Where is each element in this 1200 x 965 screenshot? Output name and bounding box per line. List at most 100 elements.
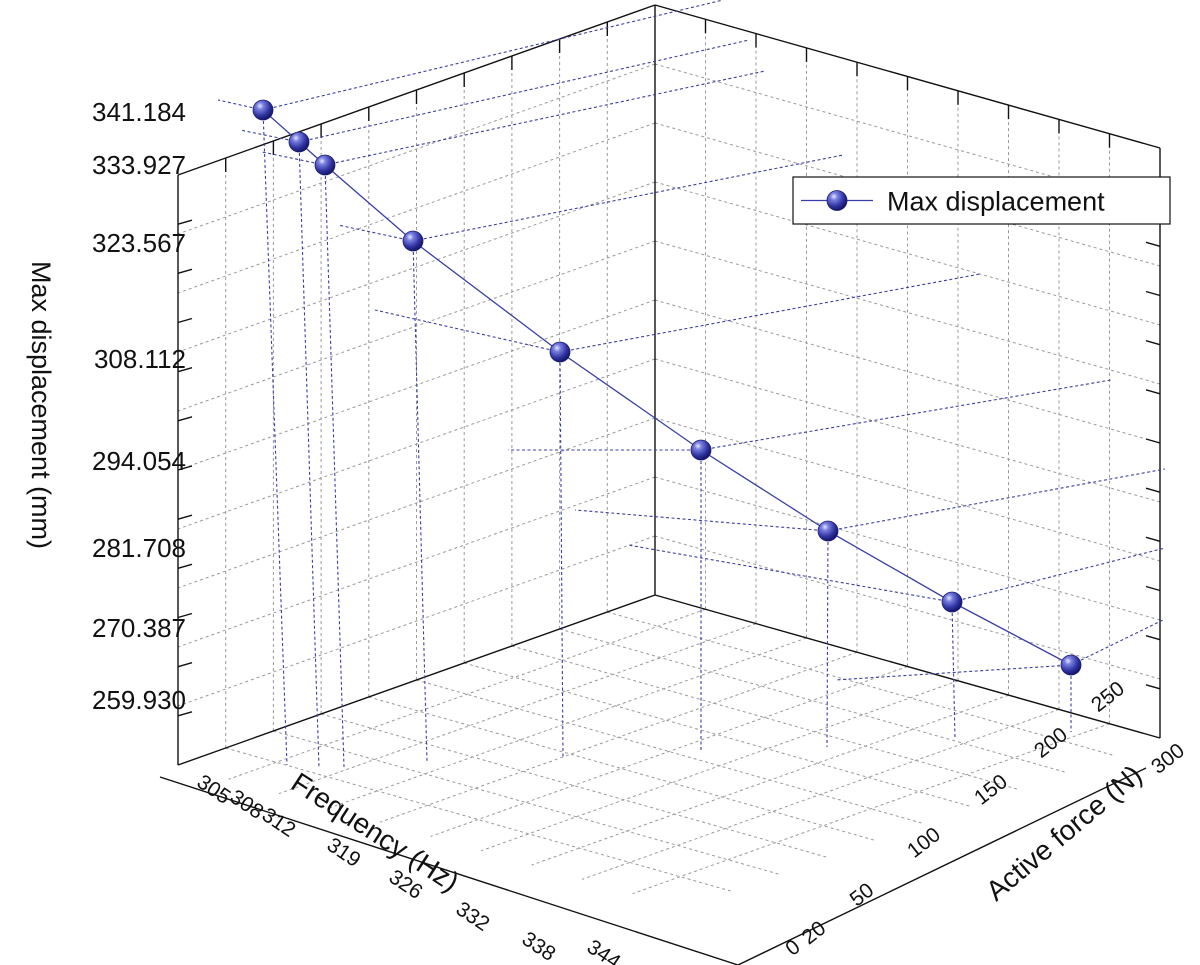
data-point xyxy=(817,520,839,542)
force-tick-label: 150 xyxy=(970,770,1012,810)
drop-line-right-wall xyxy=(951,547,1166,603)
data-point xyxy=(549,341,571,363)
drop-line-vertical xyxy=(324,164,345,768)
data-point xyxy=(941,591,963,613)
force-tick-label: 20 xyxy=(798,917,831,950)
left-wall-grid-line xyxy=(177,476,656,648)
floor-grid-line xyxy=(368,696,874,841)
z-tick-mark xyxy=(177,416,193,422)
drop-line-right-wall xyxy=(559,273,981,353)
data-point xyxy=(690,439,712,461)
grid-layer xyxy=(177,19,1161,895)
floor-grid-line xyxy=(531,694,1009,866)
x-axis-title: Frequency (Hz) xyxy=(286,766,465,897)
left-wall-grid-line xyxy=(177,181,656,353)
drop-line-right-wall xyxy=(412,154,844,242)
z-tick-mark xyxy=(1145,438,1161,444)
z-axis-title: Max displacement (mm) xyxy=(26,261,56,549)
floor-grid-line xyxy=(430,666,908,837)
z-tick-mark xyxy=(177,219,193,225)
z-tick-mark xyxy=(1145,339,1161,346)
data-point xyxy=(252,99,274,121)
z-tick-mark xyxy=(177,563,193,570)
z-tick-mark xyxy=(177,465,193,471)
z-tick-label: 294.054 xyxy=(92,446,186,476)
z-tick-mark xyxy=(1145,536,1161,543)
z-tick-mark xyxy=(1145,487,1161,493)
z-tick-mark xyxy=(1145,389,1161,395)
floor-grid-line xyxy=(632,723,1110,895)
drop-line-vertical xyxy=(412,240,428,763)
frequency-tick-label: 344 xyxy=(583,935,625,965)
drop-line-right-wall xyxy=(262,0,724,111)
left-wall-grid-line xyxy=(177,240,656,412)
force-axis-line xyxy=(737,767,1147,965)
legend-label: Max displacement xyxy=(887,187,1105,217)
floor-grid-line xyxy=(464,662,970,807)
floor-grid-line xyxy=(559,628,1065,773)
drop-line-vertical xyxy=(951,601,956,740)
z-tick-mark xyxy=(177,366,193,373)
drop-line-vertical xyxy=(559,351,564,758)
drop-line-left-wall xyxy=(239,129,300,143)
z-tick-mark xyxy=(177,317,193,324)
tick-labels: 259.930 270.387 281.708 294.054 308.112 323.5… xyxy=(92,97,1189,965)
z-tick-mark xyxy=(1145,290,1161,297)
floor-grid-line xyxy=(581,708,1060,880)
z-tick-label: 323.567 xyxy=(92,228,186,258)
drop-line-vertical xyxy=(262,109,288,766)
drop-line-right-wall xyxy=(1070,618,1166,666)
force-tick-label: 250 xyxy=(1087,677,1129,717)
frame-edge xyxy=(654,594,1161,739)
legend-marker xyxy=(826,190,848,211)
z-tick-label: 281.708 xyxy=(92,533,186,563)
axis-frame xyxy=(159,4,1161,965)
z-tick-mark xyxy=(177,612,193,619)
series-points xyxy=(252,99,1082,676)
legend: Max displacement xyxy=(792,176,1171,225)
force-tick-label: 300 xyxy=(1147,739,1189,779)
drop-line-right-wall xyxy=(700,379,1112,451)
floor-grid-line xyxy=(480,680,959,852)
left-wall-grid-line xyxy=(177,535,656,707)
drop-line-vertical xyxy=(298,141,320,769)
data-point xyxy=(314,154,336,176)
z-tick-mark xyxy=(177,661,193,668)
drop-line-left-wall xyxy=(337,224,414,242)
z-tick-mark xyxy=(1145,585,1161,592)
z-tick-label: 308.112 xyxy=(94,344,186,374)
z-tick-mark xyxy=(177,268,193,275)
frame-edge xyxy=(177,594,656,766)
left-wall-grid-line xyxy=(177,63,656,235)
force-tick-label: 0 xyxy=(781,935,804,960)
projection-lines xyxy=(217,0,1166,769)
data-point xyxy=(1060,654,1082,676)
z-tick-mark xyxy=(1145,684,1161,690)
drop-line-right-wall xyxy=(827,468,1166,532)
drop-line-left-wall xyxy=(374,309,561,353)
force-tick-label: 100 xyxy=(903,823,945,863)
z-tick-mark xyxy=(177,514,193,520)
data-point xyxy=(402,230,424,252)
drop-line-vertical xyxy=(826,530,829,748)
force-tick-label: 50 xyxy=(846,879,879,912)
data-point xyxy=(288,131,310,153)
drop-line-left-wall xyxy=(574,509,829,532)
drop-line-right-wall xyxy=(298,39,750,143)
drop-line-left-wall xyxy=(834,664,1072,681)
axis-titles: Max displacement (mm)Frequency (Hz) Activ… xyxy=(26,261,1148,907)
drop-line-right-wall xyxy=(324,70,766,166)
left-wall-grid-line xyxy=(177,122,656,294)
force-tick-label: 200 xyxy=(1030,723,1072,763)
z-tick-mark xyxy=(177,711,193,717)
frequency-axis-line xyxy=(159,776,739,965)
floor-grid-line xyxy=(379,651,858,823)
frequency-tick-label: 332 xyxy=(452,897,494,936)
z-tick-mark xyxy=(1145,634,1161,641)
frequency-tick-label: 338 xyxy=(518,927,560,965)
z-tick-mark xyxy=(1145,241,1161,248)
z-tick-label: 259.930 xyxy=(92,685,186,715)
z-tick-label: 270.387 xyxy=(92,613,186,643)
z-tick-label: 341.184 xyxy=(92,97,186,127)
floor-grid-line xyxy=(228,608,706,780)
